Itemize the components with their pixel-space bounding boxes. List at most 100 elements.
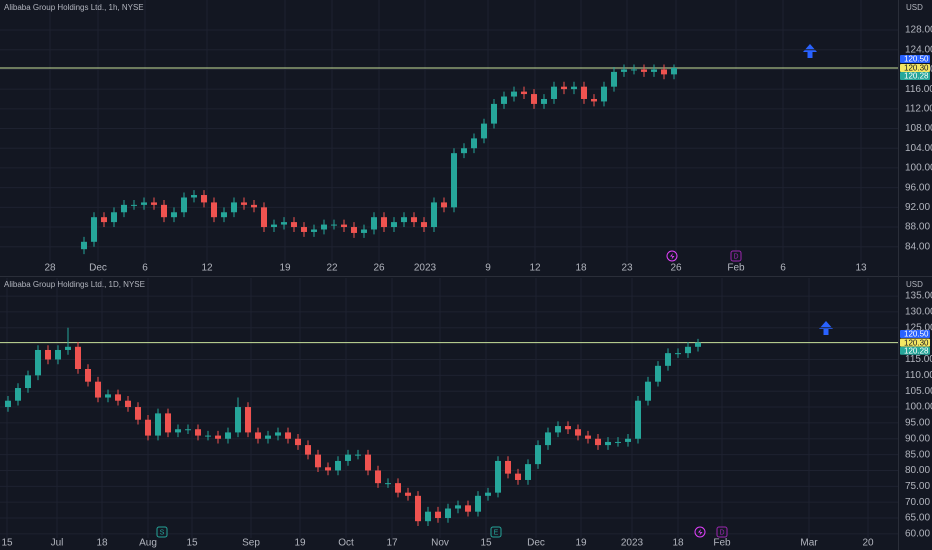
x-tick-label: 2023 — [621, 538, 644, 549]
candle-body — [435, 511, 441, 519]
candle-body — [165, 413, 171, 433]
candle-body — [625, 438, 631, 442]
candle-body — [131, 204, 137, 206]
candle-body — [495, 460, 501, 493]
candle-body — [381, 217, 387, 228]
y-tick-label: 110.00 — [905, 370, 932, 381]
y-tick-label: 80.00 — [905, 465, 930, 476]
y-tick-label: 100.00 — [905, 163, 932, 174]
candle-body — [25, 375, 31, 389]
candle-body — [211, 202, 217, 218]
price-badge — [900, 346, 930, 355]
candle-body — [621, 69, 627, 72]
event-label: D — [719, 529, 724, 536]
candle-body — [491, 103, 497, 124]
candle-body — [331, 224, 337, 226]
candle-body — [651, 69, 657, 72]
y-tick-label: 125.00 — [905, 322, 932, 333]
candle-body — [291, 222, 297, 228]
candle-body — [405, 492, 411, 496]
candle-body — [341, 224, 347, 228]
candle-body — [261, 207, 267, 228]
candle-body — [575, 429, 581, 436]
candle-body — [215, 435, 221, 439]
candle-body — [295, 438, 301, 446]
price-badge-label: 120.50 — [904, 55, 929, 64]
x-tick-label: 19 — [279, 263, 291, 274]
y-tick-label: 108.00 — [905, 123, 932, 134]
candle-body — [221, 212, 227, 218]
y-tick-label: 128.00 — [905, 25, 932, 36]
candle-body — [91, 217, 97, 242]
candle-body — [95, 381, 101, 398]
y-tick-label: 90.00 — [905, 433, 930, 444]
candle-body — [671, 67, 677, 75]
x-tick-label: Feb — [713, 538, 731, 549]
candle-body — [585, 435, 591, 439]
price-badge — [900, 338, 930, 347]
candle-body — [311, 229, 317, 232]
candle-body — [601, 86, 607, 102]
candle-body — [145, 419, 151, 436]
candle-body — [535, 445, 541, 465]
candle-body — [75, 346, 81, 369]
event-icon — [716, 526, 728, 538]
candle-body — [471, 138, 477, 149]
candle-body — [395, 483, 401, 493]
candle-body — [501, 96, 507, 104]
x-tick-label: 9 — [485, 263, 491, 274]
y-tick-label: 65.00 — [905, 513, 930, 524]
candle-body — [641, 69, 647, 72]
candle-body — [461, 148, 467, 154]
price-badge-label: 120.50 — [904, 330, 929, 339]
candle-body — [591, 98, 597, 102]
x-tick-label: Nov — [431, 538, 449, 549]
candle-body — [231, 202, 237, 213]
price-badge — [900, 54, 930, 63]
candle-body — [315, 454, 321, 468]
x-tick-label: 17 — [386, 538, 398, 549]
event-label: S — [160, 529, 165, 536]
up-arrow — [803, 44, 817, 58]
candle-body — [655, 365, 661, 382]
candle-body — [201, 195, 207, 203]
price-badge — [900, 63, 930, 72]
candle-body — [581, 86, 587, 99]
y-tick-label: 124.00 — [905, 44, 932, 55]
x-tick-label: Oct — [338, 538, 354, 549]
candle-body — [455, 505, 461, 509]
price-badge-label: 120.28 — [904, 346, 929, 355]
x-tick-label: 6 — [780, 263, 786, 274]
x-tick-label: Sep — [242, 538, 260, 549]
price-badge-label: 120.30 — [904, 64, 929, 73]
candle-body — [371, 217, 377, 230]
x-tick-label: 15 — [186, 538, 198, 549]
candle-body — [521, 91, 527, 95]
y-tick-label: 116.00 — [905, 84, 932, 95]
candle-body — [385, 483, 391, 485]
event-icon — [694, 526, 706, 538]
x-tick-label: 28 — [44, 263, 56, 274]
candle-body — [541, 98, 547, 104]
currency-label: USD — [906, 280, 923, 289]
x-tick-label: 26 — [373, 263, 385, 274]
price-badge — [900, 330, 930, 339]
candle-body — [605, 441, 611, 446]
y-tick-label: 60.00 — [905, 529, 930, 540]
event-bolt — [698, 529, 703, 536]
candle-body — [191, 195, 197, 198]
event-icon — [156, 526, 168, 538]
x-tick-label: Dec — [527, 538, 545, 549]
candle-body — [245, 407, 251, 433]
candle-body — [561, 86, 567, 90]
price-badge-label: 120.28 — [904, 72, 929, 81]
candle-body — [55, 349, 61, 360]
candle-body — [375, 470, 381, 484]
price-badge — [900, 72, 930, 81]
candle-body — [365, 454, 371, 471]
x-tick-label: Mar — [800, 538, 818, 549]
x-tick-label: 18 — [575, 263, 587, 274]
candle-body — [101, 217, 107, 223]
candle-body — [631, 69, 637, 71]
